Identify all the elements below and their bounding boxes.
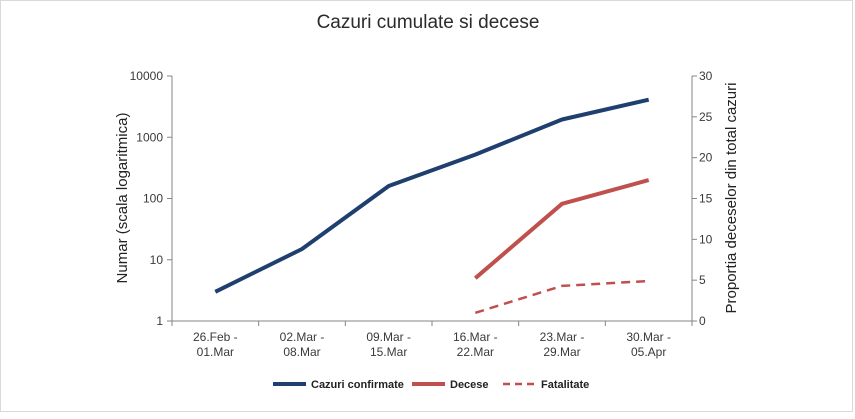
right-tick-label: 25 xyxy=(699,110,713,124)
x-tick-label-line: 08.Mar xyxy=(283,345,320,359)
x-tick-label-line: 01.Mar xyxy=(197,345,234,359)
series-line-fatalitate xyxy=(474,279,649,314)
left-tick-label: 1 xyxy=(156,314,163,328)
left-tick-label: 1000 xyxy=(136,130,163,144)
series-line-cazuri-confirmate xyxy=(214,97,650,294)
left-axis-ticks: 10000 1000 100 10 1 xyxy=(130,69,172,328)
right-axis-title: Proportia deceselor din total cazuri xyxy=(723,83,740,314)
chart-title: Cazuri cumulate si decese xyxy=(317,12,540,33)
x-tick-label: 26.Feb -01.Mar xyxy=(193,330,238,359)
x-tick-label-line: 23.Mar - xyxy=(540,330,585,344)
x-tick-label: 30.Mar -05.Apr xyxy=(626,330,671,359)
legend-label-cazuri-confirmate: Cazuri confirmate xyxy=(311,379,404,391)
right-axis-ticks: 30 25 20 15 10 5 0 xyxy=(692,69,713,328)
left-tick-label: 10000 xyxy=(130,69,164,83)
left-tick-label: 10 xyxy=(150,253,164,267)
legend-label-decese: Decese xyxy=(450,379,489,391)
x-tick-label-line: 22.Mar xyxy=(457,345,494,359)
x-tick-label-line: 05.Apr xyxy=(631,345,666,359)
right-tick-label: 5 xyxy=(699,273,706,287)
x-tick-label-line: 16.Mar - xyxy=(453,330,498,344)
right-tick-label: 15 xyxy=(699,192,713,206)
x-tick-label-line: 02.Mar - xyxy=(280,330,325,344)
x-tick-label-line: 15.Mar xyxy=(370,345,407,359)
x-tick-label: 09.Mar -15.Mar xyxy=(366,330,411,359)
right-tick-label: 20 xyxy=(699,151,713,165)
right-tick-label: 0 xyxy=(699,314,706,328)
x-tick-label-line: 30.Mar - xyxy=(626,330,671,344)
series-layer xyxy=(214,97,650,314)
left-axis-title: Numar (scala logaritmica) xyxy=(114,113,131,284)
legend: Cazuri confirmate Decese Fatalitate xyxy=(273,379,589,391)
right-tick-label: 30 xyxy=(699,69,713,83)
x-axis-ticks: 26.Feb -01.Mar 02.Mar -08.Mar 09.Mar -15.M… xyxy=(171,321,693,359)
x-tick-label-line: 09.Mar - xyxy=(366,330,411,344)
x-tick-label: 02.Mar -08.Mar xyxy=(280,330,325,359)
right-tick-label: 10 xyxy=(699,232,713,246)
series-line-decese xyxy=(473,178,650,280)
x-tick-label-line: 29.Mar xyxy=(543,345,580,359)
legend-label-fatalitate: Fatalitate xyxy=(541,379,589,391)
x-tick-label: 23.Mar -29.Mar xyxy=(540,330,585,359)
axes xyxy=(171,76,693,322)
left-tick-label: 100 xyxy=(143,192,163,206)
x-tick-label: 16.Mar -22.Mar xyxy=(453,330,498,359)
x-tick-label-line: 26.Feb - xyxy=(193,330,238,344)
